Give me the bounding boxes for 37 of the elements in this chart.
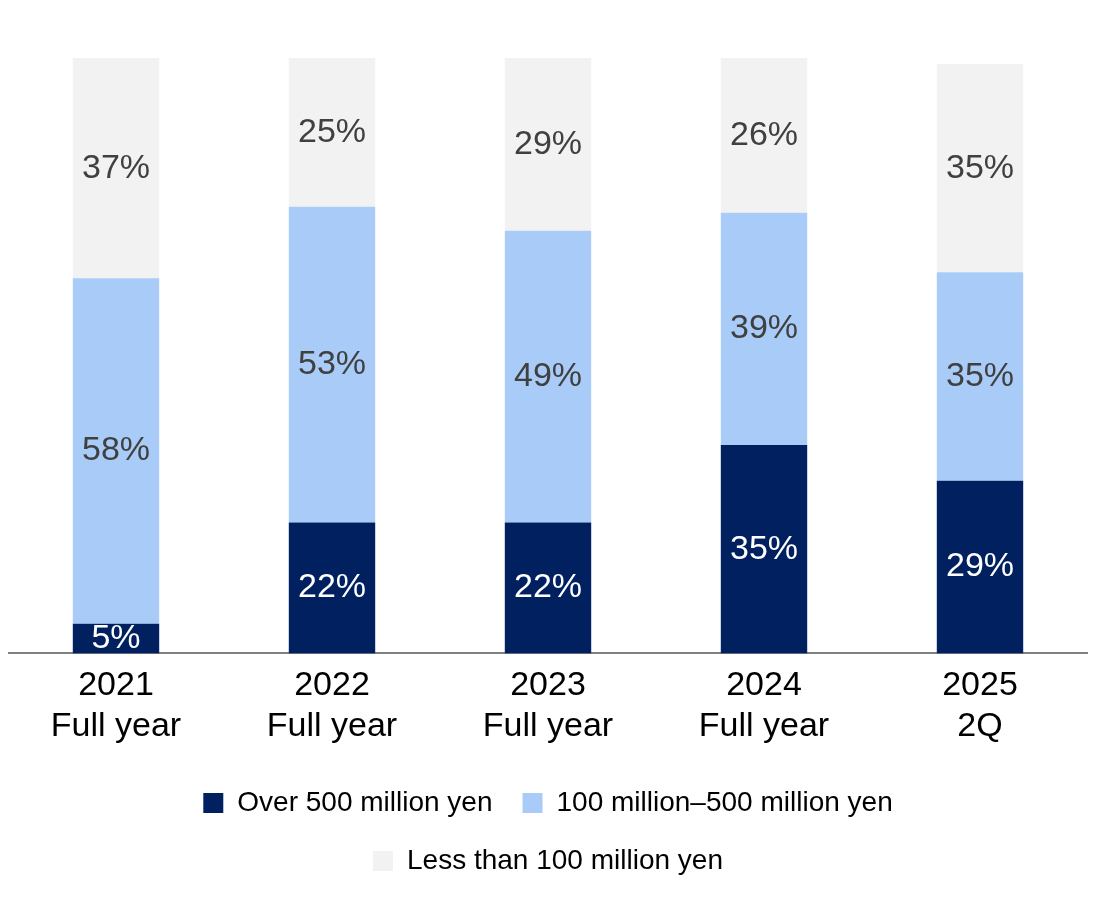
data-label: 39% <box>729 307 799 346</box>
data-label: 22% <box>513 566 583 605</box>
bar <box>936 480 1024 654</box>
data-label: 35% <box>945 146 1015 185</box>
bar <box>720 58 808 213</box>
bar <box>72 58 160 279</box>
data-label: 29% <box>513 122 583 161</box>
bar <box>72 278 160 624</box>
data-label: 37% <box>81 146 151 185</box>
bar <box>504 522 592 654</box>
data-label: 53% <box>297 343 367 382</box>
data-label: 58% <box>81 429 151 468</box>
data-label: 26% <box>729 113 799 152</box>
data-label: 49% <box>513 354 583 393</box>
legend-label: Over 500 million yen <box>237 785 493 817</box>
bar <box>288 206 376 523</box>
bar <box>288 58 376 207</box>
bar <box>504 230 592 523</box>
legend-label: 100 million–500 million yen <box>556 785 893 817</box>
legend-label: Less than 100 million yen <box>407 843 723 875</box>
data-label: 35% <box>945 354 1015 393</box>
data-label: 29% <box>945 545 1015 584</box>
bar <box>936 272 1024 481</box>
data-label: 22% <box>297 566 367 605</box>
data-label: 25% <box>297 110 367 149</box>
bar <box>288 522 376 654</box>
bar <box>936 63 1024 273</box>
x-tick-label: 2024 Full year <box>698 664 830 743</box>
bar <box>720 445 808 654</box>
x-tick-label: 2023 Full year <box>482 664 614 743</box>
bar <box>504 58 592 231</box>
x-tick-label: 2021 Full year <box>50 664 182 743</box>
data-label: 5% <box>91 616 141 655</box>
x-tick-label: 2022 Full year <box>266 664 398 743</box>
bar <box>720 212 808 446</box>
data-label: 35% <box>729 527 799 566</box>
x-tick-label: 2025 2Q <box>942 664 1018 743</box>
